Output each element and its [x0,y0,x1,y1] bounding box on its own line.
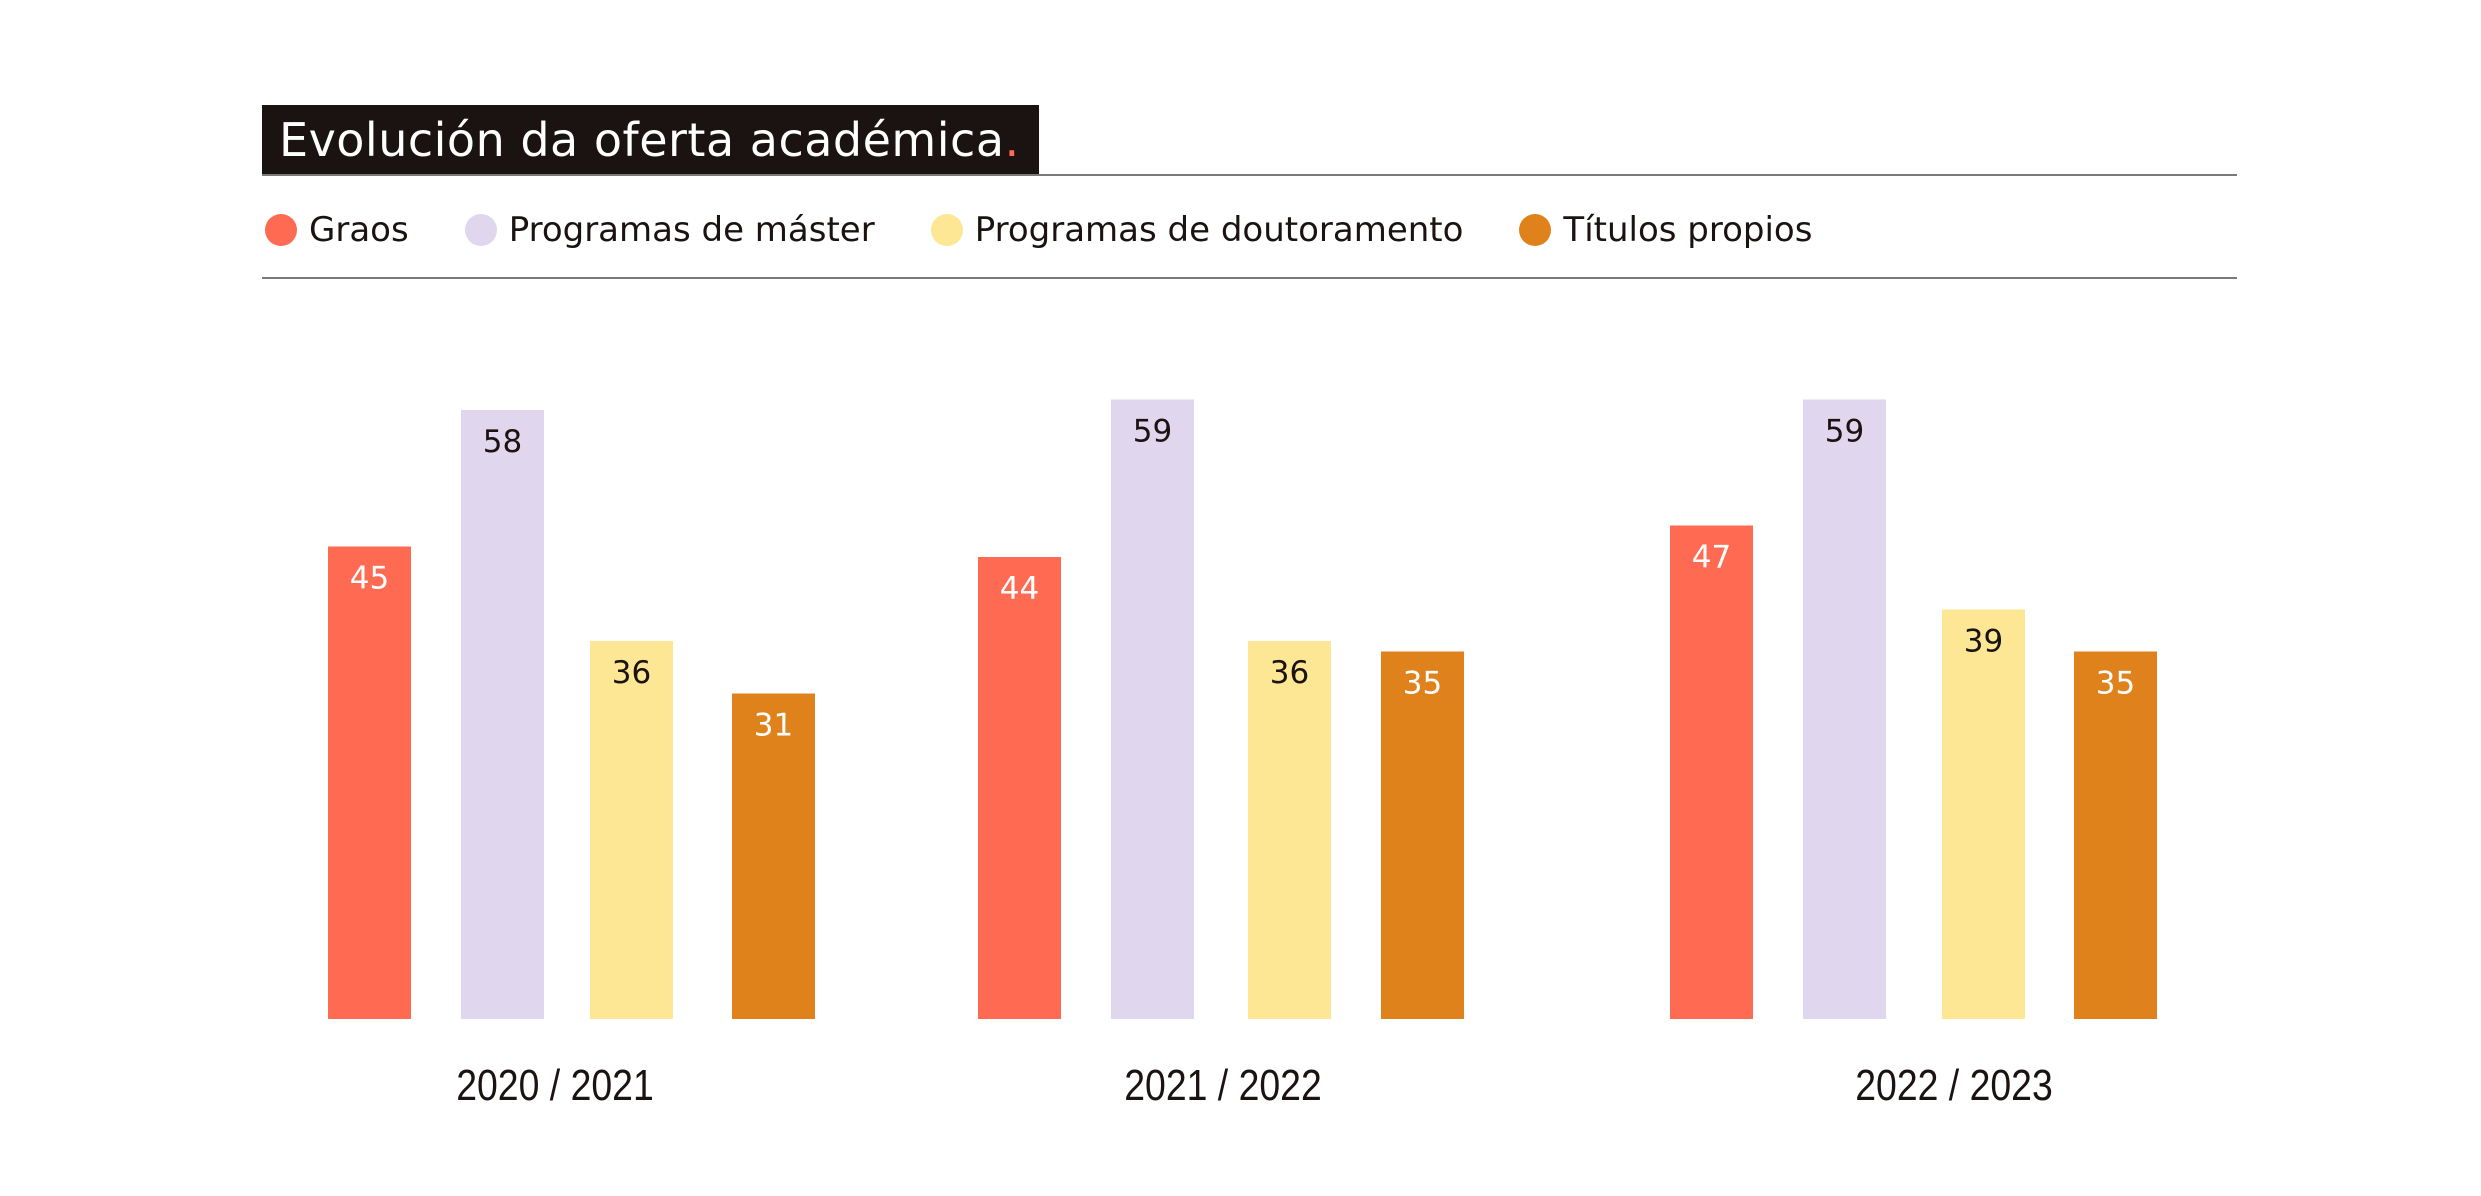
bar-titulos-1 [732,693,815,1019]
legend-item-titulos: Títulos propios [1519,210,1812,250]
bar-master-2 [1111,399,1194,1019]
data-label-titulos-3: 35 [2096,666,2135,702]
legend-divider [262,277,2237,279]
legend-swatch-master [464,214,497,246]
bar-master-3 [1803,399,1886,1019]
chart-legend: Graos Programas de máster Programas de d… [265,205,1868,255]
bar-titulos-2 [1381,651,1464,1019]
data-label-doutoramento-3: 39 [1964,624,2003,660]
bar-master-1 [461,410,544,1019]
data-label-titulos-2: 35 [1403,666,1442,702]
data-label-doutoramento-2: 36 [1270,655,1309,691]
category-label-2: 2021 / 2022 [1124,1060,1322,1110]
bar-graos-1 [328,546,411,1019]
legend-label-graos: Graos [309,210,409,250]
title-divider [262,174,2237,176]
data-label-master-2: 59 [1133,414,1172,450]
legend-swatch-graos [265,214,297,246]
data-label-master-1: 58 [483,424,522,460]
data-label-master-3: 59 [1825,414,1864,450]
data-label-graos-1: 45 [350,561,389,597]
data-label-graos-3: 47 [1692,540,1731,576]
chart-title-dot: . [1004,113,1020,167]
category-label-3: 2022 / 2023 [1855,1060,2053,1110]
chart-title-box: Evolución da oferta académica. [262,105,1040,175]
category-label-1: 2020 / 2021 [456,1060,654,1110]
data-label-graos-2: 44 [1000,571,1039,607]
data-label-titulos-1: 31 [754,708,793,744]
legend-label-doutoramento: Programas de doutoramento [974,210,1464,250]
legend-label-titulos: Títulos propios [1563,210,1813,250]
bar-graos-3 [1670,525,1753,1019]
legend-item-master: Programas de máster [464,210,875,250]
legend-item-graos: Graos [265,210,409,250]
bar-doutoramento-2 [1248,641,1331,1019]
bar-doutoramento-1 [590,641,673,1019]
legend-label-master: Programas de máster [508,210,875,250]
bar-graos-2 [978,557,1061,1019]
legend-item-doutoramento: Programas de doutoramento [930,210,1464,250]
bar-titulos-3 [2074,651,2157,1019]
bar-doutoramento-3 [1942,609,2025,1019]
legend-swatch-titulos [1519,214,1552,246]
data-label-doutoramento-1: 36 [612,655,651,691]
chart-title: Evolución da oferta académica [279,113,1005,167]
legend-swatch-doutoramento [930,214,963,246]
